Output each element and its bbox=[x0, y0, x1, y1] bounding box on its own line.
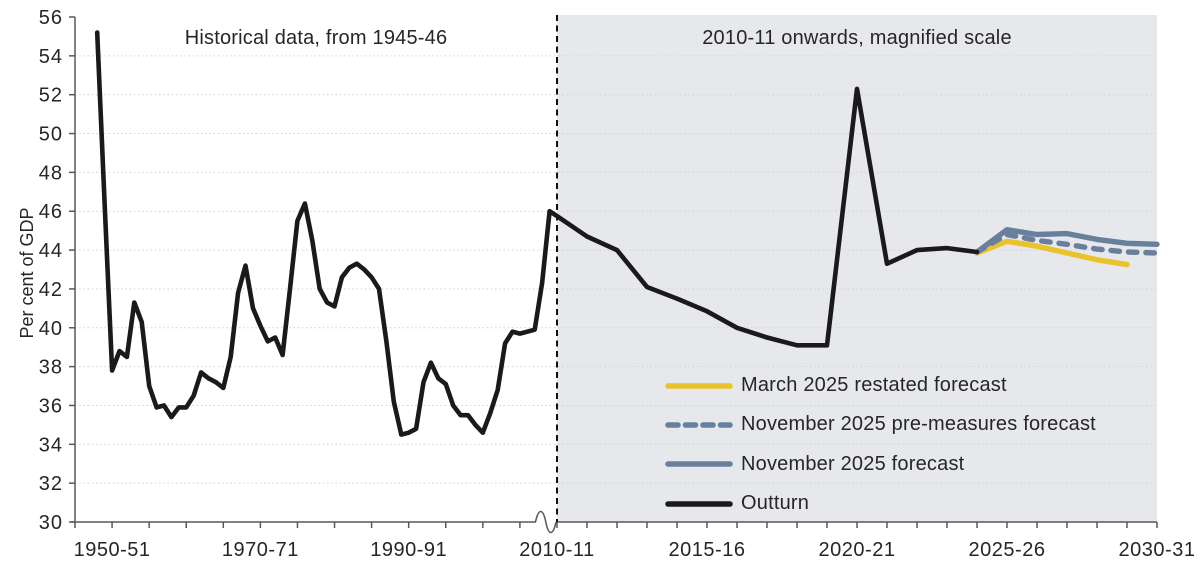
legend-item-march-2025-restated: March 2025 restated forecast bbox=[664, 366, 1096, 405]
legend-label: Outturn bbox=[741, 492, 810, 515]
y-tick-label: 54 bbox=[39, 46, 63, 68]
series-march-2025-restated-forecast bbox=[974, 238, 1130, 268]
legend-swatch-march-2025-restated bbox=[665, 382, 733, 389]
y-tick-label: 48 bbox=[39, 162, 63, 184]
legend-item-november-2025-forecast: November 2025 forecast bbox=[664, 445, 1096, 484]
y-tick-label: 56 bbox=[39, 7, 63, 29]
panel-title-magnified: 2010-11 onwards, magnified scale bbox=[702, 27, 1012, 49]
legend-item-november-2025-pre-measures: November 2025 pre-measures forecast bbox=[664, 405, 1096, 444]
panel-title-historical: Historical data, from 1945-46 bbox=[184, 27, 448, 49]
legend-label: November 2025 forecast bbox=[741, 452, 965, 475]
legend-label: March 2025 restated forecast bbox=[741, 374, 1007, 397]
x-tick-label: 2025-26 bbox=[969, 539, 1046, 561]
y-tick-label: 34 bbox=[39, 434, 63, 456]
y-tick-label: 36 bbox=[39, 395, 63, 417]
x-tick-label: 2030-31 bbox=[1119, 539, 1196, 561]
y-tick-label: 32 bbox=[39, 473, 63, 495]
y-tick-label: 30 bbox=[39, 512, 63, 534]
legend-swatch-november-2025-pre-measures bbox=[665, 422, 733, 428]
x-tick-label: 2015-16 bbox=[669, 539, 746, 561]
y-tick-label: 38 bbox=[39, 357, 63, 379]
x-tick-label: 2010-11 bbox=[519, 539, 594, 561]
axis-break-squiggle bbox=[534, 510, 557, 534]
legend-swatch-november-2025-forecast bbox=[665, 461, 733, 467]
y-axis-title: Per cent of GDP bbox=[17, 207, 37, 339]
series-november-2025-pre-measures-forecast bbox=[974, 231, 1160, 256]
legend-label: November 2025 pre-measures forecast bbox=[741, 413, 1096, 436]
x-tick-label: 1990-91 bbox=[370, 539, 447, 561]
x-tick-label: 2020-21 bbox=[819, 539, 896, 561]
legend-swatch-outturn bbox=[665, 500, 733, 507]
y-tick-label: 46 bbox=[39, 201, 63, 223]
series-outturn bbox=[94, 30, 980, 437]
series-november-2025-forecast bbox=[974, 226, 1160, 255]
x-tick-label: 1970-71 bbox=[222, 539, 299, 561]
x-tick-label: 1950-51 bbox=[74, 539, 151, 561]
y-tick-label: 42 bbox=[39, 279, 63, 301]
y-tick-label: 40 bbox=[39, 318, 63, 340]
y-tick-label: 44 bbox=[39, 240, 63, 262]
legend-item-outturn: Outturn bbox=[664, 484, 1096, 523]
y-tick-label: 52 bbox=[39, 85, 63, 107]
legend: March 2025 restated forecast November 20… bbox=[664, 366, 1096, 523]
y-tick-label: 50 bbox=[39, 124, 63, 146]
